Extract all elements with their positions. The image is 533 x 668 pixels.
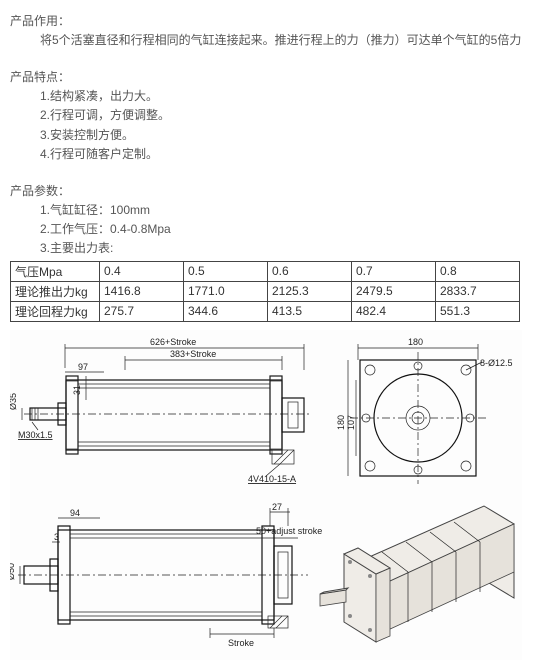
feature-2: 2.行程可调，方便调整。 xyxy=(40,106,523,125)
table-cell: 0.7 xyxy=(352,261,436,281)
table-cell: 2833.7 xyxy=(436,281,520,301)
table-cell: 2479.5 xyxy=(352,281,436,301)
dim-94: 94 xyxy=(70,508,80,518)
table-cell: 275.7 xyxy=(100,301,184,321)
features-title: 产品特点： xyxy=(10,68,523,85)
table-cell: 1771.0 xyxy=(184,281,268,301)
isometric-view xyxy=(320,506,514,642)
thread-label: M30x1.5 xyxy=(18,430,53,440)
table-row: 气压Mpa 0.4 0.5 0.6 0.7 0.8 xyxy=(11,261,520,281)
table-cell: 0.6 xyxy=(268,261,352,281)
dim-97: 97 xyxy=(78,362,88,372)
param-1: 1.气缸缸径：100mm xyxy=(40,201,523,220)
param-2: 2.工作气压：0.4-0.8Mpa xyxy=(40,220,523,239)
stroke-label: Stroke xyxy=(228,638,254,648)
dim-383: 383+Stroke xyxy=(170,349,216,359)
table-cell: 0.4 xyxy=(100,261,184,281)
valve-label: 4V410-15-A xyxy=(248,474,296,484)
feature-3: 3.安装控制方便。 xyxy=(40,126,523,145)
purpose-text: 将5个活塞直径和行程相同的气缸连接起来。推进行程上的力（推力）可达单个气缸的5倍… xyxy=(40,31,523,50)
table-cell: 413.5 xyxy=(268,301,352,321)
table-cell: 551.3 xyxy=(436,301,520,321)
table-cell: 理论推出力kg xyxy=(11,281,100,301)
table-cell: 0.5 xyxy=(184,261,268,281)
bolt-label: 8-Ø12.5 xyxy=(480,358,513,368)
dim-31: 31 xyxy=(72,384,82,394)
feature-1: 1.结构紧凑，出力大。 xyxy=(40,87,523,106)
dim-180: 180 xyxy=(408,337,423,347)
table-cell: 气压Mpa xyxy=(11,261,100,281)
table-cell: 理论回程力kg xyxy=(11,301,100,321)
table-cell: 0.8 xyxy=(436,261,520,281)
table-row: 理论回程力kg 275.7 344.6 413.5 482.4 551.3 xyxy=(11,301,520,321)
dia35: Ø35 xyxy=(10,392,18,409)
technical-drawings: 626+Stroke 383+Stroke 97 31 Ø35 M30x1.5 … xyxy=(10,330,522,660)
params-title: 产品参数： xyxy=(10,182,523,199)
dim-107: 107 xyxy=(346,414,356,429)
adjust-label: 50+adjust stroke xyxy=(256,526,322,536)
table-cell: 344.6 xyxy=(184,301,268,321)
dim-180v: 180 xyxy=(336,414,346,429)
dia50: Ø50 xyxy=(10,562,16,579)
table-cell: 2125.3 xyxy=(268,281,352,301)
param-3: 3.主要出力表: xyxy=(40,239,523,258)
feature-4: 4.行程可随客户定制。 xyxy=(40,145,523,164)
table-row: 理论推出力kg 1416.8 1771.0 2125.3 2479.5 2833… xyxy=(11,281,520,301)
force-table: 气压Mpa 0.4 0.5 0.6 0.7 0.8 理论推出力kg 1416.8… xyxy=(10,261,520,322)
table-cell: 482.4 xyxy=(352,301,436,321)
dim-626: 626+Stroke xyxy=(150,337,196,347)
purpose-title: 产品作用： xyxy=(10,12,523,29)
dim-27: 27 xyxy=(272,502,282,512)
table-cell: 1416.8 xyxy=(100,281,184,301)
